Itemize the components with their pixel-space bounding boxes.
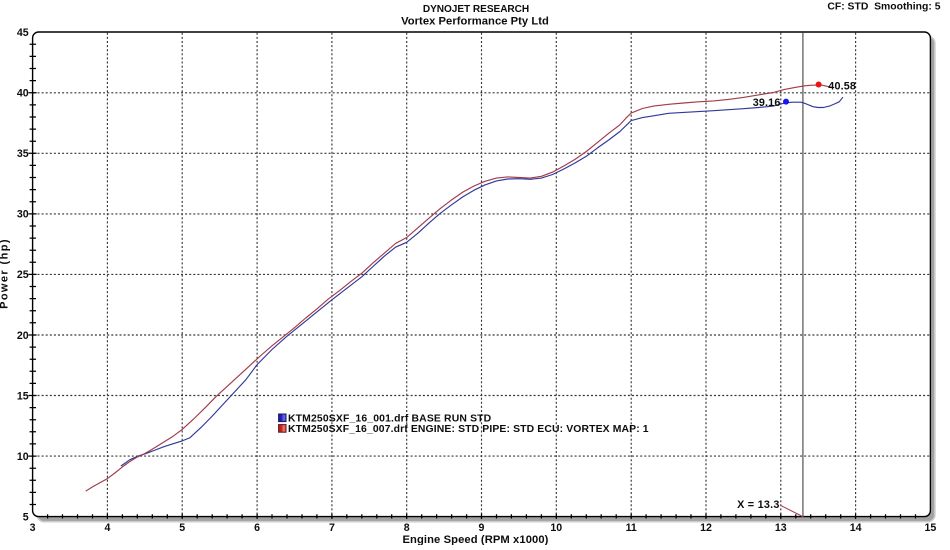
svg-text:CF: STD Smoothing: 5: CF: STD Smoothing: 5 — [827, 2, 940, 13]
svg-text:13: 13 — [775, 522, 787, 534]
svg-text:10: 10 — [17, 451, 29, 463]
svg-text:14: 14 — [850, 522, 862, 534]
svg-text:25: 25 — [17, 269, 29, 281]
svg-text:8: 8 — [404, 522, 410, 534]
svg-text:15: 15 — [925, 522, 937, 534]
svg-text:11: 11 — [626, 522, 637, 534]
svg-text:Power (hp): Power (hp) — [0, 238, 11, 309]
svg-text:KTM250SXF_16_001.drf BASE RUN: KTM250SXF_16_001.drf BASE RUN STD — [288, 414, 492, 425]
svg-text:3: 3 — [30, 522, 36, 534]
svg-text:45: 45 — [17, 27, 29, 39]
svg-text:6: 6 — [254, 522, 260, 534]
svg-text:35: 35 — [17, 148, 29, 160]
svg-text:4: 4 — [104, 522, 110, 534]
svg-text:20: 20 — [17, 330, 29, 342]
svg-text:30: 30 — [17, 209, 29, 221]
svg-text:7: 7 — [329, 522, 335, 534]
svg-text:Vortex Performance Pty Ltd: Vortex Performance Pty Ltd — [401, 15, 549, 27]
svg-text:Engine Speed (RPM x1000): Engine Speed (RPM x1000) — [402, 534, 548, 545]
svg-text:39.16: 39.16 — [753, 97, 781, 109]
svg-text:9: 9 — [479, 522, 485, 534]
svg-text:X = 13.3: X = 13.3 — [737, 499, 780, 511]
svg-text:15: 15 — [17, 390, 29, 402]
svg-text:40.58: 40.58 — [828, 80, 856, 92]
svg-text:5: 5 — [23, 511, 29, 523]
svg-text:12: 12 — [700, 522, 712, 534]
svg-text:40: 40 — [17, 88, 29, 100]
svg-text:5: 5 — [179, 522, 185, 534]
svg-text:KTM250SXF_16_007.drf ENGINE: S: KTM250SXF_16_007.drf ENGINE: STD PIPE: S… — [288, 424, 649, 435]
svg-text:10: 10 — [550, 522, 562, 534]
svg-text:DYNOJET RESEARCH: DYNOJET RESEARCH — [423, 4, 529, 15]
